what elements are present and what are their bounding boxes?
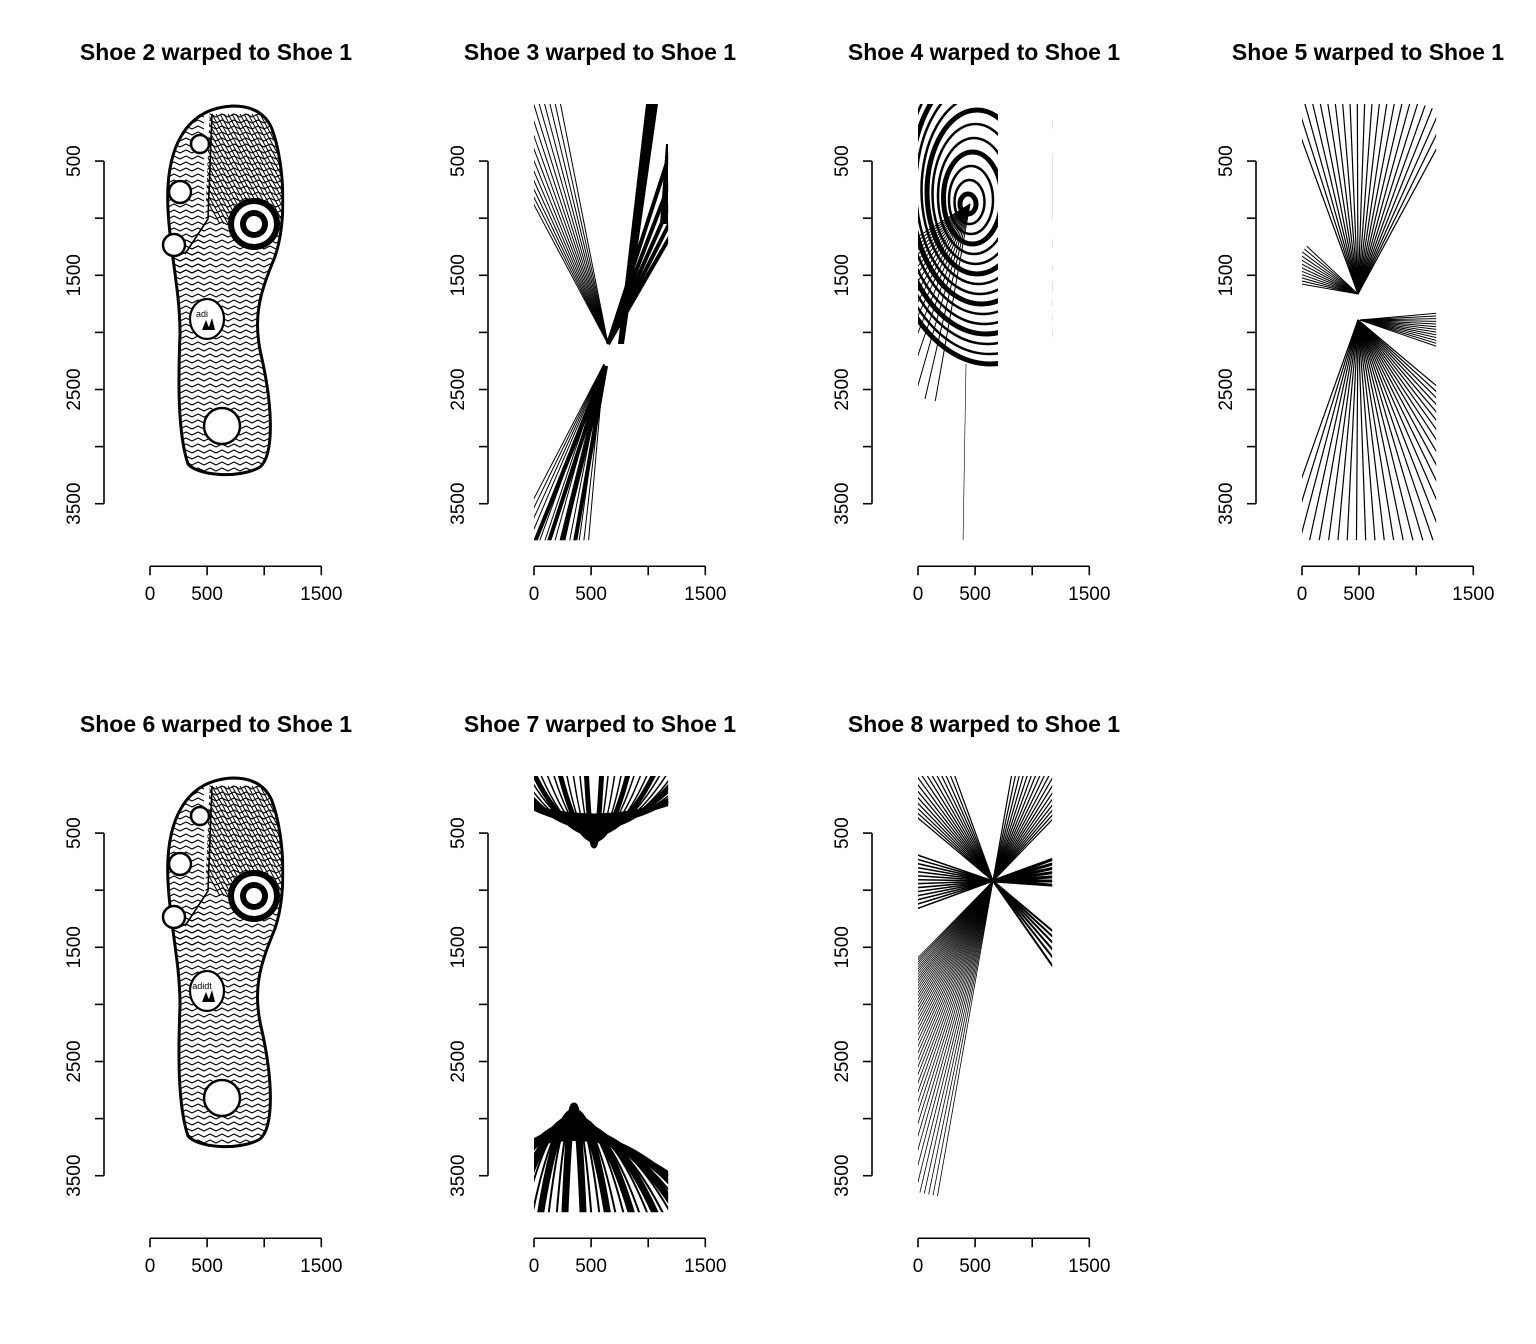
y-tick-label: 2500	[448, 368, 469, 410]
x-tick-label: 1500	[300, 1256, 342, 1277]
chart-panel: Shoe 8 warped to Shoe 1 0 500 1500 500 1500 25…	[832, 711, 1120, 1277]
y-tick-label: 3500	[832, 483, 853, 525]
x-axis: 0 500 1500	[913, 1237, 1110, 1277]
y-tick-label: 500	[832, 817, 853, 849]
y-tick-label: 500	[832, 145, 853, 177]
y-tick-label: 1500	[64, 926, 85, 968]
chart-panel: Shoe 5 warped to Shoe 1 0 500 1500 500 1500 25…	[1216, 39, 1504, 605]
tread-circle-icon	[189, 805, 211, 827]
chart-title: Shoe 3 warped to Shoe 1	[464, 39, 736, 65]
x-tick-label: 1500	[1068, 1256, 1110, 1277]
y-tick-label: 1500	[64, 254, 85, 296]
tread-circle-icon	[167, 851, 193, 877]
tread-circle-icon	[161, 232, 187, 258]
x-tick-label: 500	[959, 584, 991, 605]
x-tick-label: 0	[145, 1256, 156, 1277]
y-tick-label: 500	[64, 145, 85, 177]
chart-panel: Shoe 6 warped to Shoe 1 adidt 0 500 1500 500 1…	[64, 711, 352, 1277]
x-tick-label: 0	[913, 1256, 924, 1277]
x-tick-label: 0	[529, 1256, 540, 1277]
y-axis: 500 1500 2500 3500	[832, 145, 873, 525]
x-tick-label: 500	[191, 1256, 223, 1277]
y-tick-label: 1500	[832, 254, 853, 296]
x-tick-label: 0	[145, 584, 156, 605]
y-tick-label: 1500	[448, 926, 469, 968]
y-tick-label: 1500	[448, 254, 469, 296]
x-tick-label: 1500	[300, 584, 342, 605]
y-axis: 500 1500 2500 3500	[448, 817, 489, 1197]
x-axis: 0 500 1500	[1297, 565, 1494, 605]
x-axis: 0 500 1500	[529, 1237, 726, 1277]
x-tick-label: 1500	[1452, 584, 1494, 605]
chart-panel: Shoe 7 warped to Shoe 1 0 500 1500 500 1500 25…	[448, 711, 736, 1277]
warped-image	[1302, 104, 1437, 541]
y-tick-label: 2500	[1216, 368, 1237, 410]
y-tick-label: 1500	[832, 926, 853, 968]
y-tick-label: 3500	[448, 1155, 469, 1197]
chart-title: Shoe 5 warped to Shoe 1	[1232, 39, 1504, 65]
y-tick-label: 2500	[64, 368, 85, 410]
x-tick-label: 500	[959, 1256, 991, 1277]
y-tick-label: 3500	[448, 483, 469, 525]
y-tick-label: 2500	[64, 1040, 85, 1082]
trefoil-icon	[202, 990, 215, 1002]
tread-circle-icon	[202, 406, 242, 446]
logo-text: adi	[196, 309, 208, 319]
warped-image	[534, 776, 669, 1213]
x-tick-label: 500	[1343, 584, 1375, 605]
x-tick-label: 500	[575, 584, 607, 605]
x-axis: 0 500 1500	[145, 565, 342, 605]
tread-circle-icon	[202, 1078, 242, 1118]
chart-panel: Shoe 2 warped to Shoe 1 adi 0 500 1500 500 150…	[64, 39, 352, 605]
x-tick-label: 0	[1297, 584, 1308, 605]
chart-title: Shoe 4 warped to Shoe 1	[848, 39, 1120, 65]
x-tick-label: 0	[913, 584, 924, 605]
y-axis: 500 1500 2500 3500	[64, 145, 105, 525]
y-tick-label: 2500	[448, 1040, 469, 1082]
chart-panel: Shoe 4 warped to Shoe 1 0 500 1500 500 1500 25…	[832, 39, 1120, 605]
x-tick-label: 0	[529, 584, 540, 605]
y-axis: 500 1500 2500 3500	[448, 145, 489, 525]
y-tick-label: 500	[1216, 145, 1237, 177]
y-tick-label: 3500	[64, 483, 85, 525]
y-tick-label: 3500	[832, 1155, 853, 1197]
y-axis: 500 1500 2500 3500	[832, 817, 873, 1197]
trefoil-icon	[202, 318, 215, 330]
y-axis: 500 1500 2500 3500	[1216, 145, 1257, 525]
y-tick-label: 500	[448, 817, 469, 849]
warped-image: adi	[161, 104, 285, 477]
chart-title: Shoe 6 warped to Shoe 1	[80, 711, 352, 737]
x-tick-label: 500	[575, 1256, 607, 1277]
chart-title: Shoe 7 warped to Shoe 1	[464, 711, 736, 737]
tread-circle-icon	[161, 904, 187, 930]
x-axis: 0 500 1500	[145, 1237, 342, 1277]
warped-image: adidt	[161, 776, 285, 1149]
y-tick-label: 2500	[832, 368, 853, 410]
y-tick-label: 500	[64, 817, 85, 849]
x-tick-label: 1500	[684, 584, 726, 605]
chart-panel: Shoe 3 warped to Shoe 1 0 500 1500 500 1500 25…	[448, 39, 736, 605]
y-tick-label: 3500	[1216, 483, 1237, 525]
warped-image	[918, 776, 1053, 1197]
x-axis: 0 500 1500	[913, 565, 1110, 605]
y-axis: 500 1500 2500 3500	[64, 817, 105, 1197]
tread-circle-icon	[189, 133, 211, 155]
chart-title: Shoe 8 warped to Shoe 1	[848, 711, 1120, 737]
x-tick-label: 1500	[1068, 584, 1110, 605]
tread-circle-icon	[167, 179, 193, 205]
y-tick-label: 500	[448, 145, 469, 177]
y-tick-label: 1500	[1216, 254, 1237, 296]
chart-title: Shoe 2 warped to Shoe 1	[80, 39, 352, 65]
logo-text: adidt	[192, 981, 212, 991]
x-axis: 0 500 1500	[529, 565, 726, 605]
x-tick-label: 1500	[684, 1256, 726, 1277]
x-tick-label: 500	[191, 584, 223, 605]
y-tick-label: 2500	[832, 1040, 853, 1082]
warped-image	[534, 104, 669, 541]
warped-image	[918, 104, 1053, 541]
y-tick-label: 3500	[64, 1155, 85, 1197]
